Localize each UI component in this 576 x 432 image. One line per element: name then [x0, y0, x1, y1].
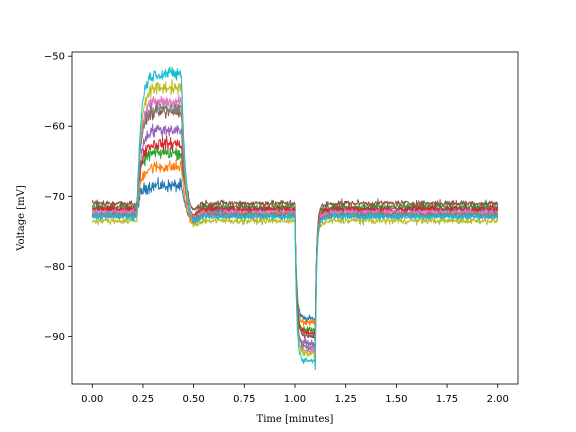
y-tick-label: −80 — [44, 262, 65, 273]
x-tick-label: 0.25 — [132, 394, 154, 405]
series-line-10 — [91, 66, 499, 371]
plot-area — [91, 66, 499, 371]
x-tick-label: 1.75 — [436, 394, 458, 405]
x-tick-label: 0.00 — [81, 394, 103, 405]
series-line-7 — [91, 94, 499, 361]
x-tick-label: 0.50 — [183, 394, 205, 405]
y-axis: −90 −80 −70 −60 −50 — [44, 52, 72, 343]
x-tick-label: 1.50 — [385, 394, 407, 405]
series-layer — [91, 66, 499, 371]
x-tick-label: 2.00 — [487, 394, 509, 405]
x-tick-label: 1.00 — [284, 394, 306, 405]
x-axis: 0.00 0.25 0.50 0.75 1.00 1.25 1.50 1.75 2.00 — [81, 384, 509, 405]
y-axis-label: Voltage [mV] — [16, 185, 27, 252]
y-tick-label: −60 — [44, 122, 65, 133]
y-tick-label: −70 — [44, 192, 65, 203]
y-tick-label: −50 — [44, 52, 65, 63]
x-axis-label: Time [minutes] — [257, 414, 334, 425]
x-tick-label: 1.25 — [335, 394, 357, 405]
y-tick-label: −90 — [44, 332, 65, 343]
x-tick-label: 0.75 — [233, 394, 255, 405]
